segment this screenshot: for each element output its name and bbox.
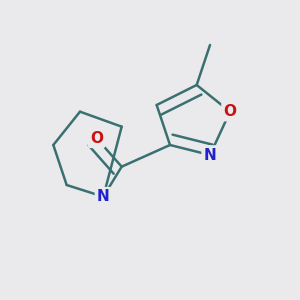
Text: N: N (204, 148, 216, 163)
Text: N: N (97, 189, 110, 204)
Text: O: O (90, 131, 103, 146)
Text: O: O (224, 104, 236, 119)
